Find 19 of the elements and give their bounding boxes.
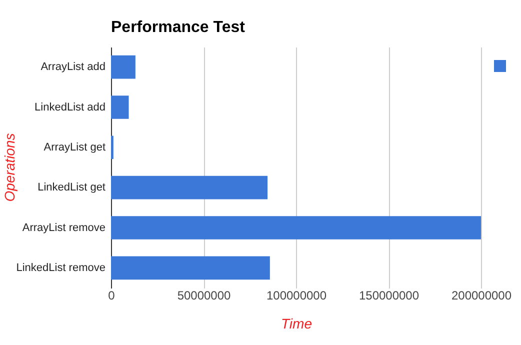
bar bbox=[111, 256, 270, 280]
y-axis-title: Operations bbox=[2, 133, 18, 202]
x-tick-label: 150000000 bbox=[358, 288, 420, 302]
bar bbox=[111, 96, 129, 119]
y-tick-label: LinkedList add bbox=[34, 101, 106, 114]
bar bbox=[111, 176, 268, 200]
y-tick-label: ArrayList remove bbox=[22, 222, 106, 234]
bar bbox=[111, 216, 481, 240]
y-tick-label: ArrayList add bbox=[40, 61, 106, 74]
bar bbox=[111, 55, 136, 79]
y-tick-label: ArrayList get bbox=[44, 141, 106, 154]
chart-title: Performance Test bbox=[111, 19, 246, 36]
x-tick-label: 50000000 bbox=[177, 288, 232, 302]
y-tick-label: LinkedList get bbox=[38, 182, 106, 194]
x-axis-title: Time bbox=[281, 316, 312, 332]
x-tick-label: 0 bbox=[108, 288, 116, 302]
x-tick-label: 100000000 bbox=[266, 288, 327, 302]
y-tick-label: LinkedList remove bbox=[16, 262, 106, 274]
x-tick-label: 200000000 bbox=[451, 288, 512, 302]
